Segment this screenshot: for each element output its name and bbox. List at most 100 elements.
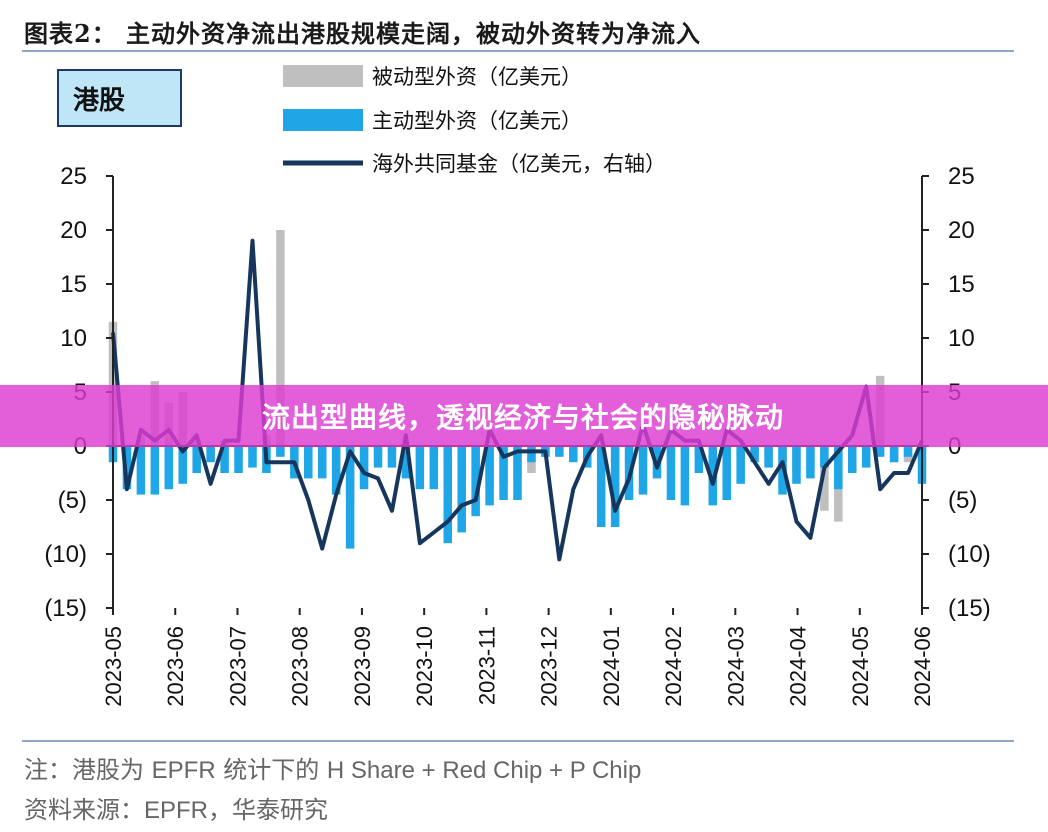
x-tick-label: 2023-05 [101,626,126,707]
x-tick-label: 2023-08 [288,626,313,707]
active-bar [848,446,857,473]
active-bar [164,446,174,490]
note-mid: 统计下的 [215,756,327,784]
x-tick-label: 2023-11 [474,626,499,705]
active-bar [248,446,257,468]
active-bar [485,446,494,506]
x-axis-ticks: 2023-05 2023-06 2023-07 2023-08 2023-09 2023-… [101,608,935,707]
active-bar [317,446,327,479]
x-tick-label: 2023-12 [537,626,562,707]
x-tick-label: 2024-01 [599,626,624,707]
footer-divider [22,740,1014,742]
right-axis-ticks: (15)(10)(5)0510152025 [922,163,991,622]
active-bar [401,446,411,479]
legend-label-passive: 被动型外资（亿美元） [372,65,582,89]
active-bar [415,446,425,490]
passive-bar [276,230,285,446]
active-bar [178,446,187,484]
active-bar [708,446,718,506]
left-tick-label: 10 [60,325,87,352]
active-bar [569,446,578,463]
x-tick-label: 2023-09 [350,626,375,707]
x-tick-label: 2024-02 [661,626,686,707]
x-tick-label: 2023-10 [412,626,437,707]
left-tick-label: 20 [60,217,87,244]
note-prefix: 注：港股为 [24,756,152,784]
active-bar [457,446,466,533]
active-bar [680,446,690,506]
legend-swatch-active [283,109,363,131]
active-bar [861,446,871,468]
passive-bar [820,446,829,511]
active-bar [750,446,759,463]
note-scope: H Share + Red Chip + P Chip [326,757,642,784]
active-bar [889,446,899,463]
fund-line [111,238,924,562]
left-tick-label: (15) [44,595,87,622]
title-divider [22,50,1014,52]
active-bar [638,446,648,495]
chart-title: 图表2： 主动外资净流出港股规模走阔，被动外资转为净流入 [24,19,702,48]
banner-text: 流出型曲线，透视经济与社会的隐秘脉动 [261,401,784,434]
left-tick-label: 25 [60,163,87,190]
right-tick-label: 10 [948,325,975,352]
x-tick-label: 2024-06 [910,626,935,707]
legend-swatch-passive [283,65,363,87]
active-bar [555,446,564,457]
x-tick-label: 2024-05 [848,626,873,707]
x-tick-label: 2023-06 [163,626,188,707]
active-bar [610,446,620,527]
active-bar [150,446,160,495]
active-bar [220,446,229,473]
left-tick-label: (10) [44,541,87,568]
left-tick-label: 15 [60,271,87,298]
legend-label-fund: 海外共同基金（亿美元，右轴） [372,152,666,176]
active-bar [903,446,913,457]
active-bar [820,446,829,468]
right-tick-label: (5) [948,487,977,514]
active-bar [694,446,704,473]
right-tick-label: 15 [948,271,975,298]
left-tick-label: (5) [58,487,87,514]
active-bar [276,446,285,457]
active-bar [722,446,731,500]
active-bar [234,446,243,473]
active-bars [108,446,927,549]
active-bar [792,446,801,484]
note-source-name: EPFR [151,757,216,784]
active-bar [471,446,480,517]
market-label: 港股 [73,85,126,116]
footnote: 注：港股为 EPFR 统计下的 H Share + Red Chip + P C… [24,750,641,785]
x-tick-label: 2023-07 [225,626,250,707]
market-label-box: 港股 [57,69,182,127]
active-bar [443,446,453,544]
right-tick-label: (10) [948,541,991,568]
x-tick-label: 2024-04 [786,626,811,707]
legend-label-active: 主动型外资（亿美元） [372,109,582,133]
active-bar [666,446,676,500]
source-suffix: ，华泰研究 [208,796,329,824]
active-bar [331,446,341,495]
active-bar [806,446,815,479]
source-line: 资料来源：EPFR，华泰研究 [24,790,328,825]
active-bar [736,446,745,484]
active-bar [136,446,146,495]
legend: 被动型外资（亿美元） 主动型外资（亿美元） 海外共同基金（亿美元，右轴） [283,65,666,176]
active-bar [875,446,885,457]
active-bar [304,446,313,479]
overlay-banner: 流出型曲线，透视经济与社会的隐秘脉动 [0,385,1048,447]
active-bar [764,446,773,468]
active-bar [206,446,215,463]
active-bar [387,446,397,468]
active-bar [429,446,439,490]
right-tick-label: 20 [948,217,975,244]
source-name: EPFR [144,797,209,824]
active-bar [499,446,508,500]
right-tick-label: (15) [948,595,991,622]
active-bar [527,446,536,463]
right-tick-label: 25 [948,163,975,190]
active-bar [513,446,522,500]
x-tick-label: 2024-03 [723,626,748,707]
active-bar [596,446,606,527]
active-bar [345,446,355,549]
